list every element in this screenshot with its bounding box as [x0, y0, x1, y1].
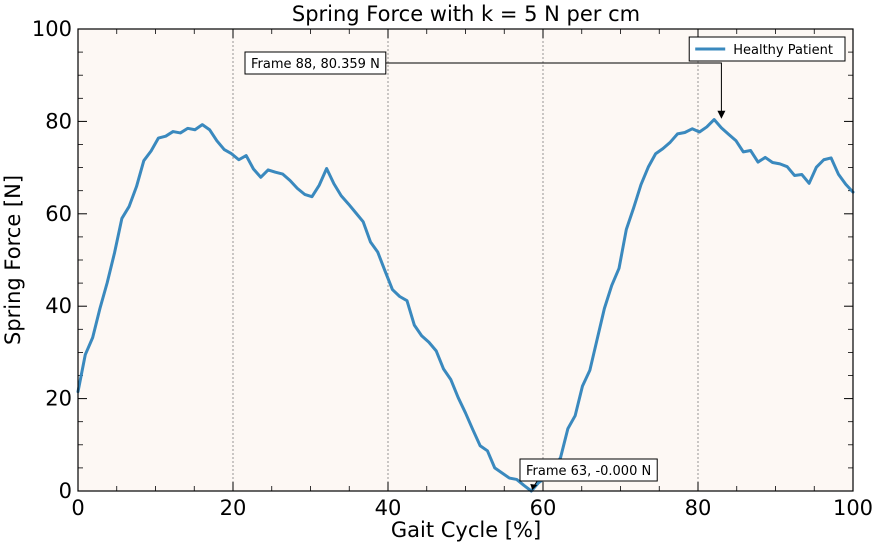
- legend-box: [688, 36, 846, 62]
- y-tick-label: 60: [45, 202, 72, 226]
- annotation-box-min: [519, 458, 658, 482]
- annotation-box-peak: [244, 51, 387, 75]
- annotations-group: Frame 88, 80.359 N Frame 63, -0.000 N: [244, 51, 726, 490]
- x-tick-label: 80: [685, 496, 712, 520]
- y-tick-label: 40: [45, 294, 72, 318]
- legend-label: Healthy Patient: [733, 43, 833, 58]
- legend: Healthy Patient: [688, 36, 846, 62]
- annotation-arrowhead-peak: [717, 110, 726, 119]
- vertical-reference-lines: [232, 29, 699, 491]
- x-tick-label: 40: [375, 496, 402, 520]
- annotation-arrow-peak: [385, 62, 722, 112]
- y-axis-label: Spring Force [N]: [1, 175, 25, 345]
- plot-area: [78, 29, 853, 491]
- y-tick-label: 100: [32, 17, 72, 41]
- axis-ticks: 0 20 40 60 80 100 0 20 40 60 80 100: [32, 17, 873, 520]
- y-tick-label: 80: [45, 109, 72, 133]
- x-tick-label: 0: [71, 496, 84, 520]
- annotation-text-peak: Frame 88, 80.359 N: [251, 57, 380, 72]
- x-tick-label: 20: [220, 496, 247, 520]
- annotation-arrowhead-min: [530, 484, 538, 490]
- plot-frame: [77, 28, 854, 492]
- x-axis-label: Gait Cycle [%]: [391, 518, 541, 542]
- series-line-0: [76, 118, 855, 493]
- series-group: [76, 118, 855, 493]
- y-tick-label: 20: [45, 387, 72, 411]
- x-tick-label: 60: [530, 496, 557, 520]
- x-tick-label: 100: [833, 496, 873, 520]
- y-tick-label: 0: [59, 479, 72, 503]
- chart-title: Spring Force with k = 5 N per cm: [292, 2, 640, 26]
- annotation-text-min: Frame 63, -0.000 N: [526, 464, 651, 479]
